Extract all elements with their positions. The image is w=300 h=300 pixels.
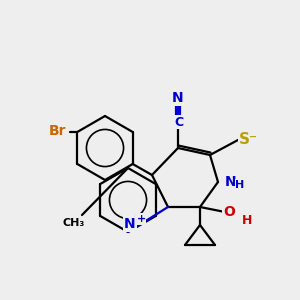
Text: N: N [172,91,184,105]
Text: S⁻: S⁻ [238,133,257,148]
Text: CH₃: CH₃ [63,218,85,228]
Text: H: H [242,214,252,226]
Text: N: N [124,217,136,231]
Text: H: H [236,180,244,190]
Text: O: O [223,205,235,219]
Text: N: N [225,175,237,189]
Text: C: C [174,116,184,128]
Text: +: + [136,214,146,224]
Text: Br: Br [49,124,67,138]
